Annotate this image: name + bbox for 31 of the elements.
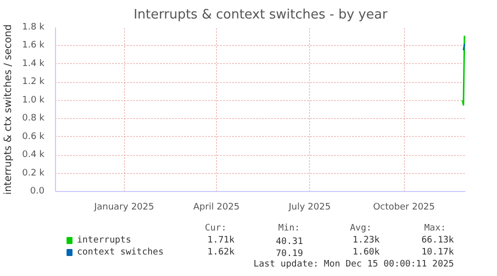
- text: 1.60k: [352, 248, 380, 258]
- text: Cur:: [204, 224, 227, 234]
- text: 70.19: [276, 249, 303, 259]
- y-axis-title: interrupts & ctx switches / second: [3, 24, 14, 195]
- y-tick-label: 1.0 k: [22, 95, 46, 106]
- text: Avg:: [350, 224, 372, 234]
- x-tick-label: July 2025: [288, 202, 331, 212]
- text: 1.23k: [352, 236, 380, 246]
- y-tick-label: 0.8 k: [22, 114, 46, 124]
- legend-label: interrupts: [76, 236, 132, 246]
- y-tick-label: 1.4 k: [22, 58, 46, 69]
- y-tick-label: 0.2 k: [22, 168, 46, 178]
- text: Min:: [278, 224, 300, 234]
- x-tick-label: January 2025: [93, 202, 154, 212]
- y-tick-label: 1.2 k: [22, 77, 46, 88]
- text: Max:: [424, 224, 446, 234]
- legend-label: context switches: [76, 248, 164, 258]
- text: 1.71k: [207, 236, 236, 246]
- y-tick-label: 1.8 k: [22, 22, 46, 32]
- text: Last update: Mon Dec 15 00:00:11 2025: [253, 260, 454, 270]
- x-tick-label: October 2025: [373, 202, 435, 212]
- y-tick-label: 0.0: [30, 186, 45, 196]
- text: 1.62k: [207, 248, 236, 258]
- y-tick-label: 0.4 k: [22, 150, 46, 160]
- text: 10.17k: [421, 248, 455, 258]
- text: 40.31: [276, 237, 303, 247]
- x-tick-label: April 2025: [193, 202, 240, 212]
- y-tick-label: 0.6 k: [22, 132, 46, 142]
- y-tick-label: 1.6 k: [22, 40, 46, 51]
- text: 66.13k: [421, 236, 455, 246]
- chart-title: Interrupts & context switches - by year: [134, 8, 388, 22]
